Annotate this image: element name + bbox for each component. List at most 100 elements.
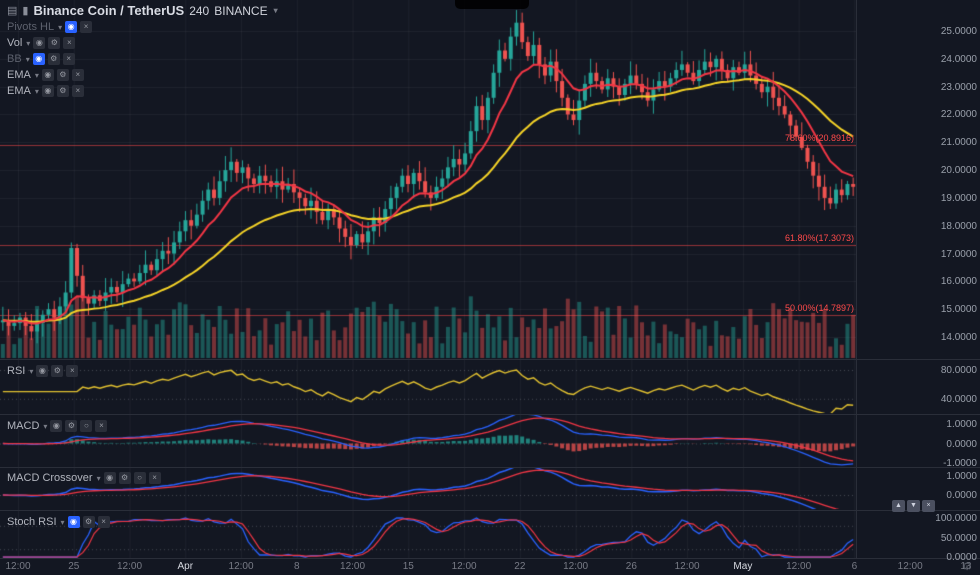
pane-separator[interactable] [0,414,980,415]
chevron-down-icon[interactable]: ▾ [60,517,65,527]
settings-icon[interactable]: ⚙ [48,37,61,49]
settings-icon[interactable]: ⚙ [56,69,69,81]
legend-item-pivots-hl[interactable]: Pivots HL ▾ ◉ × [7,19,278,35]
chevron-down-icon[interactable]: ▾ [25,54,30,64]
remove-icon[interactable]: × [148,472,161,484]
visibility-icon[interactable]: ◉ [32,53,45,65]
fib-level-label: 78.60%(20.8916) [784,133,854,144]
time-axis-border [0,558,980,559]
legend-item-volume[interactable]: Vol ▾ ◉ ⚙ × [7,35,278,51]
axis-value-label: 0.0000 [946,552,977,563]
panel-collapse-icon[interactable]: ▤ [7,5,18,17]
time-axis-label: 12:00 [563,561,589,572]
symbol-title-row[interactable]: ▤ ▮ Binance Coin / TetherUS 240 BINANCE … [7,2,278,19]
indicator-label: BB [7,53,22,65]
chevron-down-icon[interactable]: ▾ [29,366,34,376]
chevron-down-icon[interactable]: ▾ [273,6,278,15]
settings-icon[interactable]: ⚙ [51,365,64,377]
time-axis-label: 6 [851,561,858,572]
axis-value-label: 17.0000 [940,248,977,260]
time-axis-label: 12:00 [897,561,923,572]
remove-icon[interactable]: × [95,420,108,432]
chevron-down-icon[interactable]: ▾ [96,473,101,483]
main-legend: ▤ ▮ Binance Coin / TetherUS 240 BINANCE … [7,2,278,99]
indicator-label: RSI [7,365,26,377]
axis-value-label: 25.0000 [940,26,977,38]
indicator-label: Vol [7,37,23,49]
settings-icon[interactable]: ⚙ [82,516,95,528]
time-axis-label: Apr [177,561,194,572]
visibility-icon[interactable]: ◉ [103,472,116,484]
time-axis-label: 12:00 [786,561,812,572]
settings-icon[interactable]: ⚙ [47,53,60,65]
settings-icon[interactable]: ⚙ [65,420,78,432]
visibility-icon[interactable]: ◉ [67,516,80,528]
indicator-label: EMA [7,85,31,97]
price-axis-border [856,0,857,558]
axis-value-label: 1.0000 [946,471,977,482]
indicator-label: EMA [7,69,31,81]
remove-icon[interactable]: × [71,85,84,97]
more-icon[interactable]: ○ [133,472,146,484]
visibility-icon[interactable]: ◉ [50,420,63,432]
legend-item-bb[interactable]: BB ▾ ◉ ⚙ × [7,51,278,67]
time-axis-label: 8 [294,561,300,572]
axis-value-label: 0.0000 [946,490,977,501]
chevron-down-icon[interactable]: ▾ [34,86,39,96]
chevron-down-icon[interactable]: ▾ [58,22,63,32]
remove-icon[interactable]: × [71,69,84,81]
axis-value-label: 0.0000 [946,438,977,450]
axis-value-label: 50.0000 [940,532,977,544]
time-axis-label: 12:00 [228,561,254,572]
settings-icon[interactable]: ⚙ [56,85,69,97]
stoch-rsi-pane-legend[interactable]: Stoch RSI ▾ ◉ ⚙ × [7,514,110,530]
chevron-down-icon[interactable]: ▾ [26,38,31,48]
pane-separator[interactable] [0,510,980,511]
macd-crossover-pane-legend[interactable]: MACD Crossover ▾ ◉ ⚙ ○ × [7,470,161,486]
chevron-down-icon[interactable]: ▾ [43,421,48,431]
visibility-icon[interactable]: ◉ [41,69,54,81]
visibility-icon[interactable]: ◉ [36,365,49,377]
pane-separator[interactable] [0,359,980,360]
axis-value-label: 20.0000 [940,165,977,177]
settings-icon[interactable]: ⚙ [118,472,131,484]
indicator-label: Stoch RSI [7,516,57,528]
axis-value-label: 15.0000 [940,304,977,316]
candlestick-style-icon[interactable]: ▮ [22,5,29,17]
time-axis-label: 22 [514,561,526,572]
visibility-icon[interactable]: ◉ [33,37,46,49]
macd-pane-legend[interactable]: MACD ▾ ◉ ⚙ ○ × [7,418,108,434]
remove-icon[interactable]: × [80,21,93,33]
visibility-icon[interactable]: ◉ [65,21,78,33]
time-axis-label: 12:00 [5,561,31,572]
interval-label[interactable]: 240 [189,3,210,18]
legend-item-ema-2[interactable]: EMA ▾ ◉ ⚙ × [7,83,278,99]
visibility-icon[interactable]: ◉ [41,85,54,97]
close-pane-button[interactable]: × [922,500,935,512]
time-axis-label: 13 [960,561,972,572]
move-pane-down-button[interactable]: ▼ [907,500,920,512]
rsi-pane-legend[interactable]: RSI ▾ ◉ ⚙ × [7,363,79,379]
move-pane-up-button[interactable]: ▲ [892,500,905,512]
symbol-name[interactable]: Binance Coin / TetherUS [33,3,185,18]
time-axis-label: 12:00 [451,561,477,572]
chevron-down-icon[interactable]: ▾ [34,70,39,80]
legend-item-ema-1[interactable]: EMA ▾ ◉ ⚙ × [7,67,278,83]
exchange-label[interactable]: BINANCE [214,3,268,18]
remove-icon[interactable]: × [66,365,79,377]
pane-separator[interactable] [0,467,980,468]
more-icon[interactable]: ○ [80,420,93,432]
indicator-label: MACD Crossover [7,472,93,484]
floating-toolbar[interactable] [455,0,529,9]
time-axis-label: 12:00 [674,561,700,572]
axis-settings-icon[interactable]: ⚙ [962,561,972,573]
axis-value-label: 23.0000 [940,81,977,93]
remove-icon[interactable]: × [97,516,110,528]
time-axis-label: 12:00 [117,561,143,572]
time-axis-label: 26 [625,561,637,572]
remove-icon[interactable]: × [62,53,75,65]
time-axis-label: 25 [68,561,80,572]
price-chart-canvas[interactable] [0,0,856,558]
remove-icon[interactable]: × [63,37,76,49]
